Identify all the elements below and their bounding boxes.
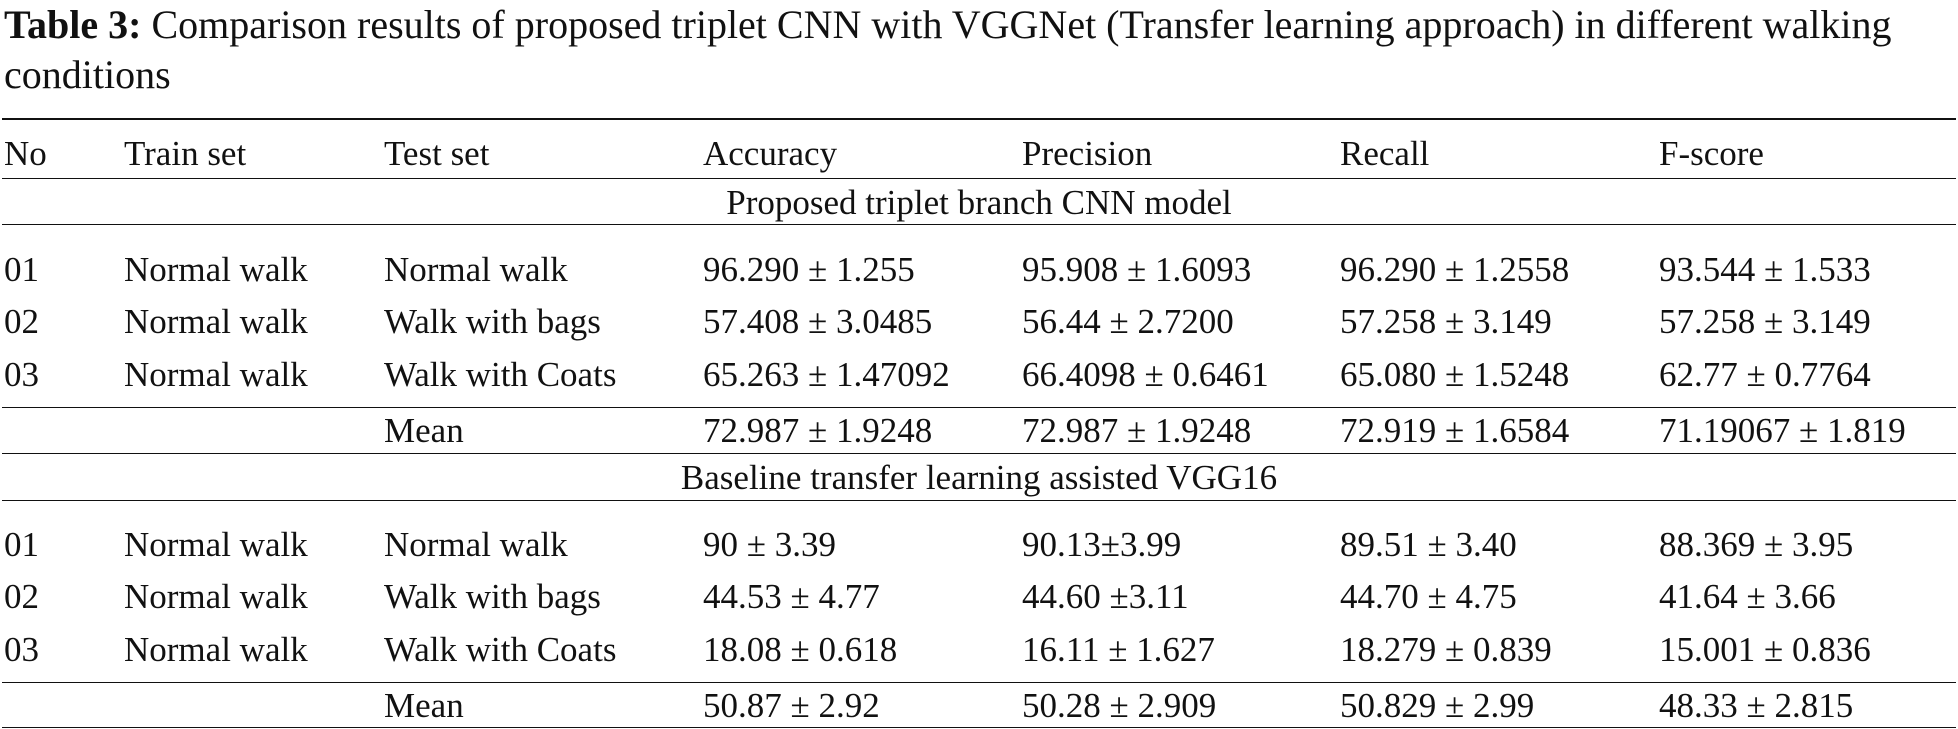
table-row-col-f-score: 88.369 ± 3.95 bbox=[1659, 525, 1854, 564]
table-row-col-recall: 89.51 ± 3.40 bbox=[1340, 525, 1517, 564]
header-col-accuracy: Accuracy bbox=[703, 134, 838, 173]
table-row-col-f-score: 62.77 ± 0.7764 bbox=[1659, 355, 1871, 394]
table-row-col-precision: 95.908 ± 1.6093 bbox=[1022, 250, 1252, 289]
table-row-col-train-set: Normal walk bbox=[124, 302, 308, 341]
section-end-rule bbox=[2, 727, 1956, 728]
table-row-col-train-set: Normal walk bbox=[124, 355, 308, 394]
mean-rule bbox=[2, 682, 1956, 683]
mean-row-col-accuracy: 50.87 ± 2.92 bbox=[703, 686, 880, 725]
mean-row-col-recall: 72.919 ± 1.6584 bbox=[1340, 411, 1570, 450]
table-row-col-test-set: Walk with Coats bbox=[384, 355, 617, 394]
table-row-col-f-score: 15.001 ± 0.836 bbox=[1659, 630, 1871, 669]
mean-row-col-accuracy: 72.987 ± 1.9248 bbox=[703, 411, 933, 450]
mean-row-col-precision: 50.28 ± 2.909 bbox=[1022, 686, 1217, 725]
table-row-col-precision: 90.13±3.99 bbox=[1022, 525, 1182, 564]
table-row-col-no: 02 bbox=[4, 577, 39, 616]
section-title-2: Baseline transfer learning assisted VGG1… bbox=[680, 458, 1278, 497]
table-row-col-train-set: Normal walk bbox=[124, 630, 308, 669]
section-end-rule bbox=[2, 453, 1956, 454]
table-row-col-precision: 66.4098 ± 0.6461 bbox=[1022, 355, 1269, 394]
header-col-f-score: F-score bbox=[1659, 134, 1764, 173]
table-row-col-test-set: Walk with Coats bbox=[384, 630, 617, 669]
table-row-col-no: 01 bbox=[4, 250, 39, 289]
table-row-col-precision: 16.11 ± 1.627 bbox=[1022, 630, 1215, 669]
header-col-precision: Precision bbox=[1022, 134, 1153, 173]
table-row-col-f-score: 57.258 ± 3.149 bbox=[1659, 302, 1871, 341]
header-col-test-set: Test set bbox=[384, 134, 490, 173]
table-row-col-test-set: Walk with bags bbox=[384, 302, 601, 341]
mean-row-col-f-score: 48.33 ± 2.815 bbox=[1659, 686, 1854, 725]
table-row-col-train-set: Normal walk bbox=[124, 525, 308, 564]
mean-row-col-precision: 72.987 ± 1.9248 bbox=[1022, 411, 1252, 450]
table-row-col-test-set: Normal walk bbox=[384, 525, 568, 564]
table-row-col-accuracy: 90 ± 3.39 bbox=[703, 525, 836, 564]
mean-row-col-test-set: Mean bbox=[384, 411, 464, 450]
table-row-col-train-set: Normal walk bbox=[124, 577, 308, 616]
table-row-col-no: 03 bbox=[4, 355, 39, 394]
section-rule bbox=[2, 224, 1956, 225]
table-caption-text: Comparison results of proposed triplet C… bbox=[4, 2, 1892, 97]
header-col-recall: Recall bbox=[1340, 134, 1430, 173]
table-row-col-precision: 44.60 ±3.11 bbox=[1022, 577, 1189, 616]
header-col-train-set: Train set bbox=[124, 134, 247, 173]
table-row-col-recall: 65.080 ± 1.5248 bbox=[1340, 355, 1570, 394]
header-rule bbox=[2, 178, 1956, 179]
table-row-col-accuracy: 44.53 ± 4.77 bbox=[703, 577, 880, 616]
table-row-col-no: 03 bbox=[4, 630, 39, 669]
section-rule bbox=[2, 500, 1956, 501]
table-row-col-f-score: 93.544 ± 1.533 bbox=[1659, 250, 1871, 289]
table-row-col-no: 02 bbox=[4, 302, 39, 341]
table-caption-label: Table 3: bbox=[4, 2, 142, 47]
table-row-col-accuracy: 18.08 ± 0.618 bbox=[703, 630, 898, 669]
table-row-col-train-set: Normal walk bbox=[124, 250, 308, 289]
table-row-col-recall: 96.290 ± 1.2558 bbox=[1340, 250, 1570, 289]
top-rule bbox=[2, 118, 1956, 120]
table-row-col-no: 01 bbox=[4, 525, 39, 564]
mean-row-col-f-score: 71.19067 ± 1.819 bbox=[1659, 411, 1906, 450]
mean-row-col-recall: 50.829 ± 2.99 bbox=[1340, 686, 1535, 725]
mean-rule bbox=[2, 407, 1956, 408]
table-row-col-accuracy: 65.263 ± 1.47092 bbox=[703, 355, 950, 394]
table-row-col-accuracy: 57.408 ± 3.0485 bbox=[703, 302, 933, 341]
mean-row-col-test-set: Mean bbox=[384, 686, 464, 725]
table-row-col-f-score: 41.64 ± 3.66 bbox=[1659, 577, 1836, 616]
table-row-col-accuracy: 96.290 ± 1.255 bbox=[703, 250, 915, 289]
section-title-1: Proposed triplet branch CNN model bbox=[726, 183, 1232, 222]
table-row-col-test-set: Walk with bags bbox=[384, 577, 601, 616]
table-caption: Table 3: Comparison results of proposed … bbox=[4, 0, 1954, 100]
header-col-no: No bbox=[4, 134, 47, 173]
table-row-col-recall: 44.70 ± 4.75 bbox=[1340, 577, 1517, 616]
table-row-col-recall: 18.279 ± 0.839 bbox=[1340, 630, 1552, 669]
table-row-col-precision: 56.44 ± 2.7200 bbox=[1022, 302, 1234, 341]
table-row-col-test-set: Normal walk bbox=[384, 250, 568, 289]
table-row-col-recall: 57.258 ± 3.149 bbox=[1340, 302, 1552, 341]
